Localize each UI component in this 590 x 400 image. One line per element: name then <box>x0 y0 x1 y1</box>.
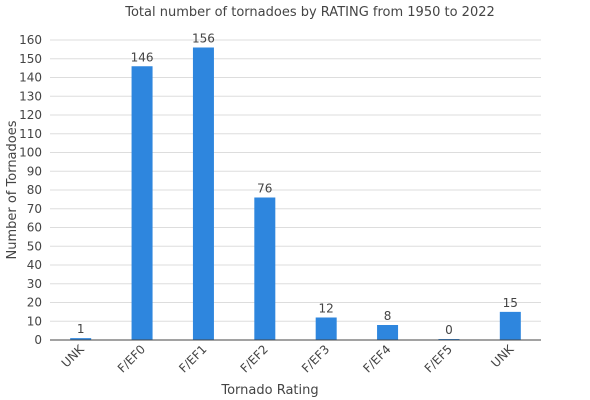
data-label: 15 <box>503 296 518 310</box>
y-tick-label: 60 <box>27 221 42 235</box>
bar <box>315 317 337 340</box>
data-label: 1 <box>77 322 85 336</box>
y-tick-label: 0 <box>34 333 42 347</box>
x-axis-title: Tornado Rating <box>220 383 318 398</box>
y-axis-title: Number of Tornadoes <box>5 120 20 259</box>
x-tick-label: F/EF4 <box>360 342 393 375</box>
x-tick-label: F/EF0 <box>115 342 148 375</box>
y-tick-label: 160 <box>19 33 42 47</box>
data-label: 0 <box>445 323 453 337</box>
gridlines <box>50 39 541 322</box>
y-tick-label: 30 <box>27 277 42 291</box>
y-tick-label: 130 <box>19 89 42 103</box>
y-tick-label: 120 <box>19 108 42 122</box>
data-label: 146 <box>131 50 154 64</box>
y-tick-label: 70 <box>27 202 42 216</box>
y-tick-label: 50 <box>27 239 42 253</box>
y-tick-label: 20 <box>27 296 42 310</box>
y-axis-ticks: 0 10 20 30 40 50 60 70 80 90 100 110 120 130 140 150 160 <box>19 33 42 347</box>
x-tick-label: F/EF2 <box>238 342 271 375</box>
y-tick-label: 90 <box>27 164 42 178</box>
x-tick-label: F/EF5 <box>422 342 455 375</box>
y-tick-label: 140 <box>19 71 42 85</box>
bar <box>377 325 399 340</box>
bar <box>70 338 92 340</box>
y-tick-label: 10 <box>27 314 42 328</box>
x-tick-label: F/EF1 <box>176 342 209 375</box>
chart-title: Total number of tornadoes by RATING from… <box>124 5 495 20</box>
data-label: 76 <box>257 182 272 196</box>
y-tick-label: 150 <box>19 52 42 66</box>
data-label: 12 <box>319 302 334 316</box>
x-axis-ticks: UNK F/EF0 F/EF1 F/EF2 F/EF3 F/EF4 F/EF5 UNK <box>59 341 517 375</box>
bar <box>254 197 276 340</box>
y-tick-label: 40 <box>27 258 42 272</box>
x-tick-label: UNK <box>59 341 88 370</box>
data-label: 156 <box>192 32 215 46</box>
bars <box>70 47 521 340</box>
y-tick-label: 80 <box>27 183 42 197</box>
data-label: 8 <box>384 309 392 323</box>
y-tick-label: 100 <box>19 146 42 160</box>
bar <box>499 311 521 340</box>
y-tick-label: 110 <box>19 127 42 141</box>
data-labels: 1 146 156 76 12 8 0 15 <box>77 32 518 338</box>
x-tick-label: UNK <box>488 341 517 370</box>
x-tick-label: F/EF3 <box>299 342 332 375</box>
bar <box>131 66 153 340</box>
bar <box>192 47 214 340</box>
